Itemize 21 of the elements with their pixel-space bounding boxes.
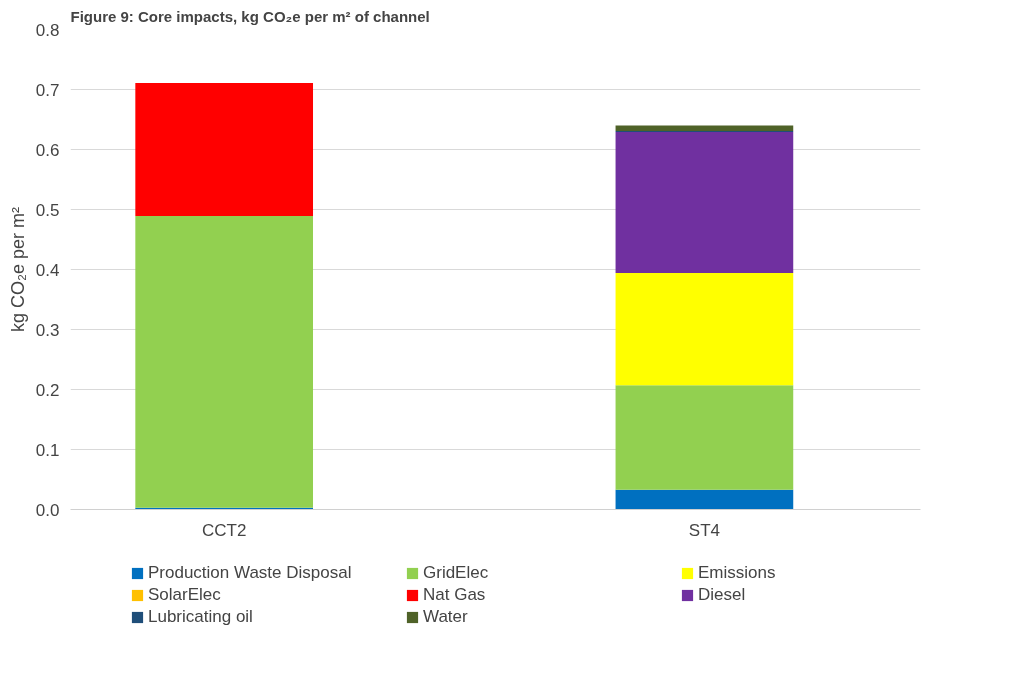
legend-label: Water	[423, 607, 469, 627]
y-tick-label: 0.5	[35, 200, 60, 220]
legend-label: Nat Gas	[423, 585, 487, 605]
y-axis-title: kg CO₂e per m²	[7, 206, 28, 333]
legend-label: Diesel	[698, 585, 747, 605]
y-tick-label: 0.0	[35, 500, 60, 520]
x-tick-label: ST4	[688, 520, 720, 540]
legend-label: GridElec	[423, 563, 490, 583]
y-tick-label: 0.1	[35, 440, 60, 460]
x-tick-label: CCT2	[201, 520, 247, 540]
y-tick-label: 0.7	[35, 80, 60, 100]
y-tick-label: 0.4	[35, 260, 60, 280]
legend-label: Lubricating oil	[148, 607, 254, 627]
y-tick-label: 0.2	[35, 380, 60, 400]
y-tick-label: 0.8	[35, 20, 60, 40]
y-tick-label: 0.6	[35, 140, 60, 160]
legend-label: Production Waste Disposal	[148, 563, 353, 583]
chart-title: Figure 9: Core impacts, kg CO₂e per m² of channel	[70, 7, 430, 25]
legend-label: SolarElec	[148, 585, 222, 605]
y-tick-label: 0.3	[35, 320, 60, 340]
legend-label: Emissions	[698, 563, 777, 583]
